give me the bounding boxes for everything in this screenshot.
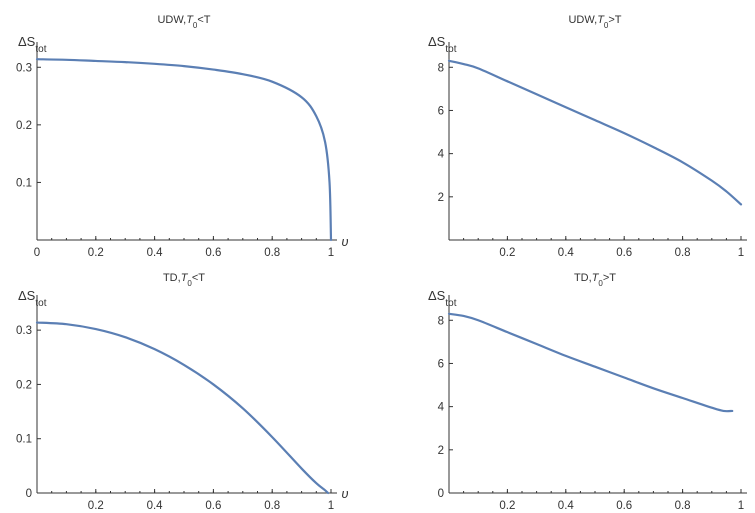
panel-title: UDW,T0>T <box>568 14 621 30</box>
x-axis-label: υ <box>341 486 348 501</box>
y-tick-label: 0.2 <box>16 379 32 391</box>
y-tick-label: 0.2 <box>16 120 32 132</box>
x-tick-label: 0.4 <box>558 247 575 259</box>
x-tick-label: 0.2 <box>499 500 515 512</box>
x-tick-label: 0.4 <box>558 500 575 512</box>
x-tick-label: 0 <box>34 247 40 259</box>
x-tick-label: 0.6 <box>205 500 221 512</box>
y-tick-label: 6 <box>438 105 444 117</box>
x-tick-label: 0.8 <box>264 247 280 259</box>
panel-2: UDW,T0>T ΔStot 0.2 0.4 0.6 0.8 1 2 4 6 8 <box>428 14 747 259</box>
x-tick-label: 0.2 <box>499 247 515 259</box>
y-tick-label: 2 <box>438 192 444 204</box>
y-tick-label: 8 <box>438 62 444 74</box>
y-axis-label: ΔStot <box>428 288 457 309</box>
y-axis-label: ΔStot <box>428 34 457 55</box>
x-tick-label: 0.8 <box>675 500 691 512</box>
y-tick-label: 2 <box>438 445 444 457</box>
y-axis-label: ΔStot <box>18 34 47 55</box>
panel-1: UDW,T0<T ΔStot 0 0.2 0.4 0.6 0.8 1 0.1 0.2 0.3 υ <box>16 14 349 259</box>
y-tick-label: 4 <box>438 149 445 161</box>
x-tick-label: 0.6 <box>205 247 221 259</box>
series-line <box>447 312 734 413</box>
panel-title: TD,T0>T <box>574 272 616 288</box>
x-tick-label: 1 <box>738 247 744 259</box>
x-tick-label: 1 <box>328 247 334 259</box>
series-line <box>35 58 333 242</box>
x-tick-label: 1 <box>328 500 334 512</box>
y-tick-label: 0.3 <box>16 325 32 337</box>
series-line <box>447 59 743 206</box>
x-tick-label: 0.2 <box>88 247 104 259</box>
x-axis-label: υ <box>341 234 348 249</box>
panel-4: TD,T0>T ΔStot 0.2 0.4 0.6 0.8 1 0 2 4 6 8 <box>428 272 747 512</box>
x-tick-label: 0.8 <box>675 247 691 259</box>
y-tick-label: 0.1 <box>16 434 32 446</box>
y-axis-label: ΔStot <box>18 288 47 309</box>
y-tick-label: 0.1 <box>16 177 32 189</box>
series-line <box>35 321 330 495</box>
x-tick-label: 0.8 <box>264 500 280 512</box>
panel-title: TD,T0<T <box>163 272 205 288</box>
panel-title: UDW,T0<T <box>157 14 210 30</box>
x-tick-label: 1 <box>738 500 744 512</box>
x-tick-label: 0.4 <box>147 247 164 259</box>
y-tick-label: 0 <box>26 488 32 500</box>
y-tick-label: 0.3 <box>16 62 32 74</box>
x-tick-label: 0.4 <box>147 500 164 512</box>
y-tick-label: 6 <box>438 358 444 370</box>
panel-3: TD,T0<T ΔStot 0.2 0.4 0.6 0.8 1 0 0.1 0.2 0.3 υ <box>16 272 349 512</box>
x-tick-label: 0.2 <box>88 500 104 512</box>
x-tick-label: 0.6 <box>616 500 632 512</box>
x-tick-label: 0.6 <box>616 247 632 259</box>
y-tick-label: 8 <box>438 315 444 327</box>
y-tick-label: 0 <box>438 488 444 500</box>
y-tick-label: 4 <box>438 402 445 414</box>
